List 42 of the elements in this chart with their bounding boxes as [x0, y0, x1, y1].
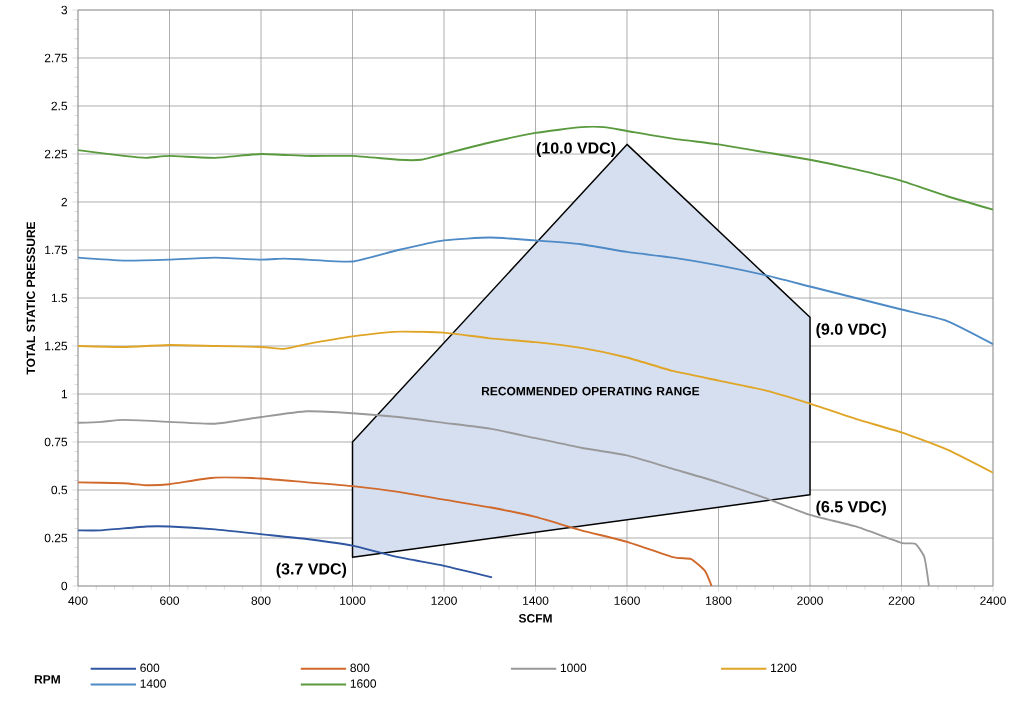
y-tick-label: 0.25: [44, 533, 68, 543]
x-tick-label: 1400: [523, 596, 549, 605]
x-tick-label: 1800: [706, 596, 732, 605]
y-tick-label: 1.5: [51, 293, 68, 303]
legend-label: 1400: [140, 679, 166, 688]
x-tick-label: 2200: [888, 596, 915, 605]
x-tick-label: 400: [68, 596, 88, 605]
line-series: [78, 125, 994, 211]
y-tick-label: 1.75: [45, 245, 68, 255]
y-tick-label: 2.5: [51, 101, 68, 111]
x-tick-label: 1600: [614, 596, 640, 605]
y-tick-label: 1.25: [45, 341, 68, 351]
y-tick-label: 2: [61, 197, 67, 207]
y-tick-label: 1: [61, 389, 68, 399]
y-axis-title: TOTAL STATIC PRESSURE: [26, 221, 36, 375]
y-tick-label: 0: [61, 581, 68, 591]
annotation: (9.0 VDC): [816, 323, 886, 338]
y-tick-label: 2.75: [44, 53, 68, 63]
annotation: RECOMMENDED OPERATING RANGE: [481, 386, 700, 396]
annotation: (10.0 VDC): [536, 142, 616, 157]
y-tick-label: 2.25: [44, 149, 68, 159]
legend-label: 1000: [560, 663, 587, 673]
x-tick-label: 600: [160, 596, 180, 605]
legend-label: 800: [350, 663, 370, 673]
x-tick-label: 2400: [980, 596, 1006, 605]
annotation: (6.5 VDC): [816, 500, 886, 516]
legend-label: 600: [140, 663, 160, 673]
y-tick-label: 0.75: [44, 437, 68, 447]
line-series: [78, 476, 713, 586]
annotation: (3.7 VDC): [276, 562, 347, 578]
y-tick-label: 0.5: [51, 485, 68, 495]
x-tick-label: 1000: [340, 596, 366, 605]
y-tick-label: 3: [61, 5, 68, 15]
legend-label: 1600: [350, 679, 377, 688]
legend-title: RPM: [34, 675, 60, 684]
x-tick-label: 2000: [797, 596, 823, 605]
legend-label: 1200: [771, 663, 797, 673]
line-series: [78, 236, 994, 346]
line-series: [78, 525, 493, 579]
x-axis-title: SCFM: [518, 614, 552, 623]
x-tick-label: 1200: [431, 596, 457, 605]
x-tick-label: 800: [251, 596, 271, 605]
